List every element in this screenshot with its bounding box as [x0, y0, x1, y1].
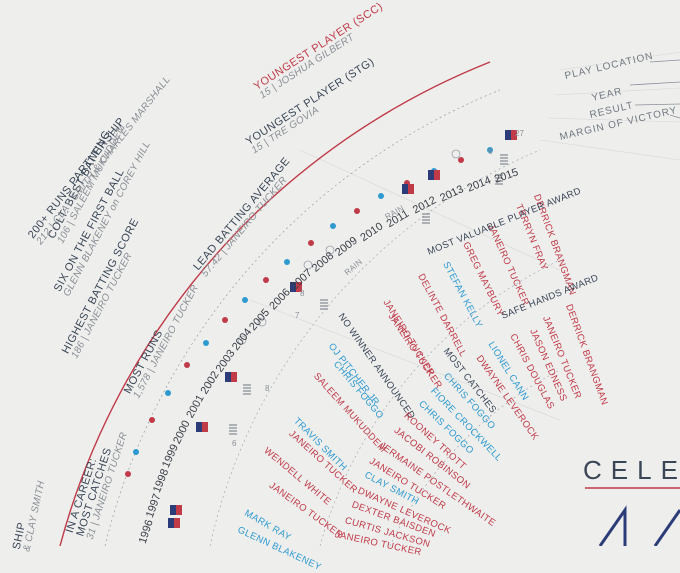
location-flag: [428, 170, 440, 180]
celebrate-title: CELE: [583, 455, 680, 485]
result-dot: [487, 147, 493, 153]
location-flag: [170, 505, 182, 515]
result-circle: [257, 317, 267, 327]
result-dot: [308, 240, 314, 246]
location-flag: [225, 372, 237, 382]
margin-number: 6: [232, 439, 237, 448]
result-circle: [451, 149, 461, 159]
result-dot: [203, 340, 209, 346]
award-arc-1: [209, 149, 541, 546]
location-flags: [168, 130, 517, 528]
result-dot: [184, 362, 190, 368]
award-arc-3: [389, 369, 561, 546]
location-flag: [402, 184, 414, 194]
result-dot: [133, 449, 139, 455]
result-dot: [222, 317, 228, 323]
result-dot: [354, 208, 360, 214]
arc-chart: [59, 51, 680, 546]
outer-red-arc: [59, 61, 491, 546]
margin-number: 7: [295, 311, 300, 320]
result-circle: [237, 335, 247, 345]
result-dot: [242, 297, 248, 303]
margin-number: 8: [300, 289, 305, 298]
location-flag: [168, 518, 180, 528]
result-dot: [165, 390, 171, 396]
result-dot: [149, 417, 155, 423]
result-dot: [378, 193, 384, 199]
location-flag: [196, 422, 208, 432]
legend-arrows: [629, 59, 680, 119]
location-flag: [290, 282, 302, 292]
year-arc: [104, 89, 501, 546]
radial-guides: [249, 51, 680, 421]
location-flag: [505, 130, 517, 140]
big-number-partial: [598, 505, 680, 546]
result-dot: [284, 259, 290, 265]
margin-number: 27: [515, 129, 524, 138]
result-dot: [458, 157, 464, 163]
result-dot: [330, 223, 336, 229]
margin-number: 8: [265, 384, 270, 393]
result-dot: [125, 471, 131, 477]
result-circle: [303, 260, 313, 270]
result-circle: [325, 245, 335, 255]
result-dot: [263, 277, 269, 283]
margin-number: 6: [488, 147, 493, 156]
margin-bars: [229, 154, 508, 435]
